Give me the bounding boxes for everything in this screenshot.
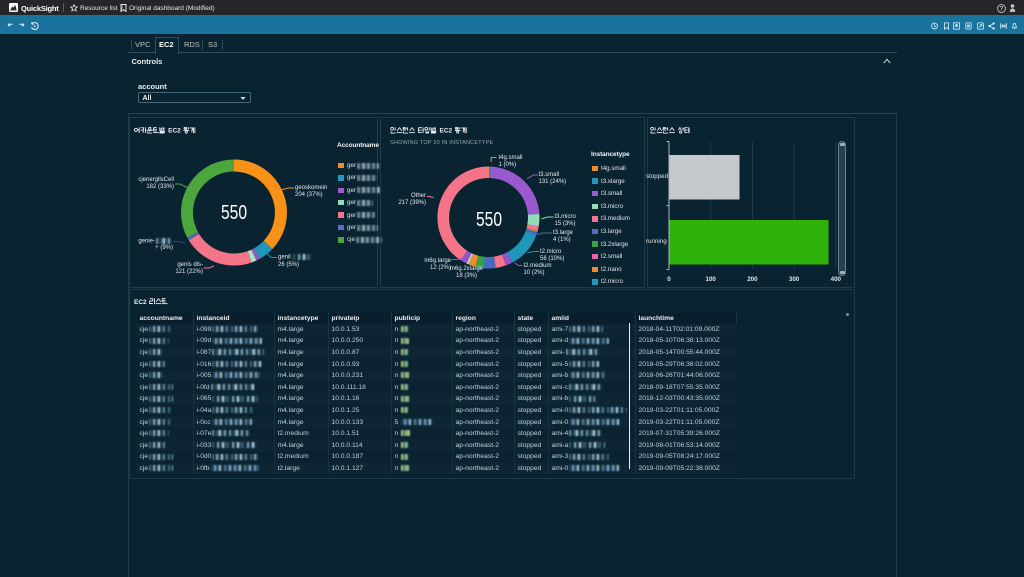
- svg-text:EC2: EC2: [168, 128, 181, 135]
- svg-text:EC2: EC2: [134, 298, 147, 305]
- svg-text:?: ?: [1000, 6, 1004, 12]
- svg-text:EC2: EC2: [440, 128, 453, 135]
